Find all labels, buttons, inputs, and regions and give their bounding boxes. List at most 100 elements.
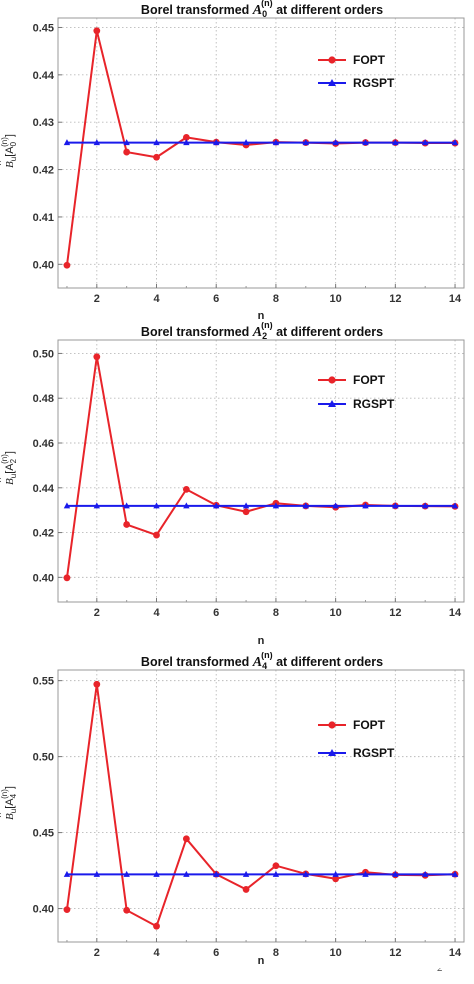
x-axis-label: n — [258, 955, 265, 967]
x-tick-label: 10 — [330, 947, 342, 959]
grid-lines — [58, 670, 464, 942]
y-label-arg: [A — [4, 798, 16, 809]
data-point-fopt — [63, 261, 71, 269]
caption-superscript: 2 — [437, 968, 443, 974]
data-point-rgspt — [93, 139, 101, 146]
chart-title: Borel transformed A2(n) at different ord… — [141, 322, 383, 341]
y-tick-label: 0.48 — [33, 393, 54, 405]
data-point-rgspt — [362, 870, 369, 877]
chart-a2: Borel transformed A2(n) at different ord… — [0, 322, 465, 647]
data-point-rgspt — [451, 870, 459, 877]
data-point-fopt — [182, 835, 190, 843]
y-label-b: B — [4, 813, 16, 820]
legend: FOPT RGSPT — [318, 718, 395, 760]
legend-rgspt-marker — [328, 79, 336, 86]
y-tick-label: 0.50 — [33, 752, 54, 764]
y-tick-label: 0.40 — [33, 259, 54, 271]
y-tick-label: 0.40 — [33, 572, 54, 584]
data-point-rgspt — [272, 139, 280, 146]
y-label-b: B — [4, 161, 16, 168]
data-point-fopt — [63, 906, 71, 914]
y-label-arg: [A — [4, 146, 16, 157]
y-tick-label: 0.45 — [33, 828, 54, 840]
data-point-rgspt — [153, 502, 160, 509]
data-point-rgspt — [421, 502, 429, 509]
x-tick-label: 4 — [153, 607, 160, 619]
chart-title-sup: (n) — [261, 0, 273, 8]
legend-fopt-label: FOPT — [353, 718, 386, 732]
y-tick-label: 0.45 — [33, 22, 54, 34]
x-tick-label: 4 — [153, 293, 160, 305]
legend-rgspt-label: RGSPT — [353, 76, 395, 90]
y-tick-label: 0.50 — [33, 348, 54, 360]
tick-labels: 2 4 6 8 10 12 14 0.40 0.45 0.50 0.55 — [33, 676, 462, 959]
data-point-fopt — [93, 353, 101, 361]
y-label-arg-sup: (n) — [0, 454, 9, 464]
tick-labels: 2 4 6 8 10 12 14 0.40 0.41 0.42 0.43 0.44 0.45 — [33, 22, 462, 305]
data-point-fopt — [153, 531, 160, 539]
y-tick-label: 0.46 — [33, 438, 54, 450]
data-point-rgspt — [272, 502, 280, 509]
data-point-fopt — [63, 574, 71, 582]
data-point-rgspt — [213, 139, 220, 146]
x-tick-label: 2 — [94, 293, 100, 305]
data-point-rgspt — [242, 870, 250, 877]
chart-title-sub: 0 — [262, 9, 267, 19]
y-tick-label: 0.42 — [33, 528, 54, 540]
data-point-rgspt — [332, 502, 339, 509]
y-tick-label: 0.42 — [33, 165, 54, 177]
data-point-rgspt — [93, 502, 101, 509]
data-point-fopt — [123, 521, 131, 528]
data-point-rgspt — [421, 870, 429, 877]
x-axis-label: n — [258, 310, 265, 322]
grid-lines — [58, 340, 464, 602]
data-point-rgspt — [242, 139, 250, 146]
data-point-rgspt — [362, 139, 369, 146]
x-tick-label: 14 — [449, 293, 462, 305]
series-line-fopt — [65, 683, 456, 928]
y-tick-label: 0.43 — [33, 117, 54, 129]
y-label-arg-sup: (n) — [0, 789, 9, 799]
x-tick-label: 10 — [330, 607, 342, 619]
y-label-hat: ^ — [0, 160, 6, 165]
chart-title-symbol: A — [252, 655, 262, 670]
data-point-rgspt — [302, 870, 309, 877]
y-label-arg: [A — [4, 463, 16, 474]
chart-title-prefix: Borel transformed — [141, 655, 253, 669]
x-tick-label: 14 — [449, 607, 462, 619]
plot-frame — [57, 339, 465, 603]
y-axis-label: ^Bu[A0(n)] — [0, 134, 18, 168]
y-label-sub: u — [9, 157, 18, 161]
chart-a4: Borel transformed A4(n) at different ord… — [0, 652, 465, 967]
axes — [57, 669, 465, 943]
legend-fopt-marker — [328, 721, 336, 729]
chart-title: Borel transformed A0(n) at different ord… — [141, 0, 383, 19]
y-label-hat: ^ — [0, 477, 6, 482]
chart-title-sub: 2 — [262, 331, 267, 341]
data-point-rgspt — [123, 139, 130, 146]
chart-title: Borel transformed A4(n) at different ord… — [141, 652, 383, 671]
data-point-rgspt — [392, 502, 399, 509]
x-tick-label: 12 — [389, 293, 401, 305]
x-tick-label: 12 — [389, 947, 401, 959]
caption-fragment: 2 — [0, 968, 474, 984]
x-tick-label: 4 — [153, 947, 160, 959]
data-point-rgspt — [362, 502, 369, 509]
chart-a0: Borel transformed A0(n) at different ord… — [0, 0, 465, 322]
y-tick-label: 0.40 — [33, 904, 54, 916]
legend-rgspt-label: RGSPT — [353, 397, 395, 411]
y-label-b: B — [4, 478, 16, 485]
data-point-rgspt — [63, 870, 71, 877]
data-point-rgspt — [183, 502, 190, 509]
series-layer — [63, 353, 459, 582]
y-label-arg-sub: 2 — [9, 458, 18, 463]
chart-title-symbol: A — [252, 3, 262, 18]
chart-title-sup: (n) — [261, 322, 273, 330]
data-point-fopt — [153, 153, 160, 161]
x-tick-label: 12 — [389, 607, 401, 619]
data-point-rgspt — [242, 502, 250, 509]
y-label-close: ] — [4, 786, 16, 789]
legend-rgspt-marker — [328, 749, 336, 756]
data-point-fopt — [123, 148, 131, 156]
axes — [57, 17, 465, 289]
